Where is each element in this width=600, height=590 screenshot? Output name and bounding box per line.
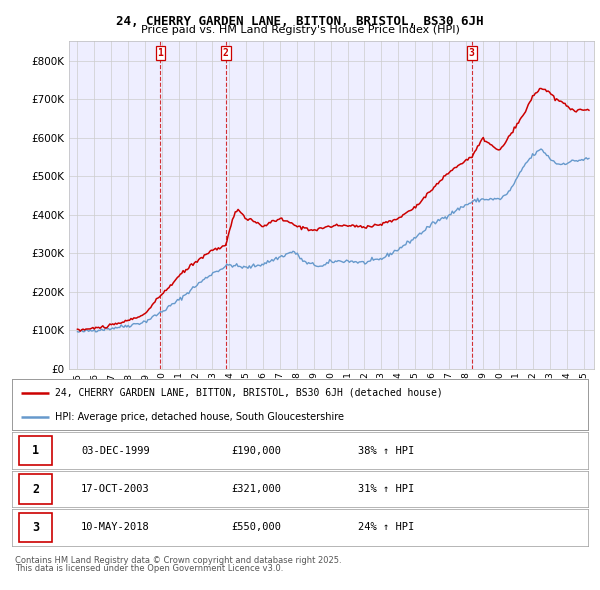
Text: 1: 1	[32, 444, 39, 457]
Text: £321,000: £321,000	[231, 484, 281, 494]
Text: HPI: Average price, detached house, South Gloucestershire: HPI: Average price, detached house, Sout…	[55, 412, 344, 422]
Bar	[19, 513, 52, 542]
Text: 31% ↑ HPI: 31% ↑ HPI	[358, 484, 414, 494]
Text: Contains HM Land Registry data © Crown copyright and database right 2025.: Contains HM Land Registry data © Crown c…	[15, 556, 341, 565]
Text: 3: 3	[32, 521, 39, 534]
Text: £190,000: £190,000	[231, 446, 281, 455]
Text: 3: 3	[469, 48, 475, 58]
Text: 2: 2	[32, 483, 39, 496]
Text: Price paid vs. HM Land Registry's House Price Index (HPI): Price paid vs. HM Land Registry's House …	[140, 25, 460, 35]
Text: 17-OCT-2003: 17-OCT-2003	[81, 484, 150, 494]
Text: 24, CHERRY GARDEN LANE, BITTON, BRISTOL, BS30 6JH: 24, CHERRY GARDEN LANE, BITTON, BRISTOL,…	[116, 15, 484, 28]
Text: 03-DEC-1999: 03-DEC-1999	[81, 446, 150, 455]
Bar	[19, 474, 52, 504]
Text: 38% ↑ HPI: 38% ↑ HPI	[358, 446, 414, 455]
Text: 2: 2	[223, 48, 229, 58]
Text: £550,000: £550,000	[231, 523, 281, 532]
Text: This data is licensed under the Open Government Licence v3.0.: This data is licensed under the Open Gov…	[15, 565, 283, 573]
Text: 10-MAY-2018: 10-MAY-2018	[81, 523, 150, 532]
Text: 24% ↑ HPI: 24% ↑ HPI	[358, 523, 414, 532]
Text: 1: 1	[158, 48, 163, 58]
Bar	[19, 436, 52, 466]
Text: 24, CHERRY GARDEN LANE, BITTON, BRISTOL, BS30 6JH (detached house): 24, CHERRY GARDEN LANE, BITTON, BRISTOL,…	[55, 388, 443, 398]
